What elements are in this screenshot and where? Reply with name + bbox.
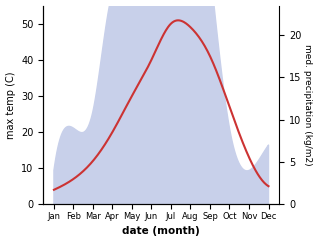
X-axis label: date (month): date (month): [122, 227, 200, 236]
Y-axis label: max temp (C): max temp (C): [5, 71, 16, 139]
Y-axis label: med. precipitation (kg/m2): med. precipitation (kg/m2): [303, 44, 313, 166]
